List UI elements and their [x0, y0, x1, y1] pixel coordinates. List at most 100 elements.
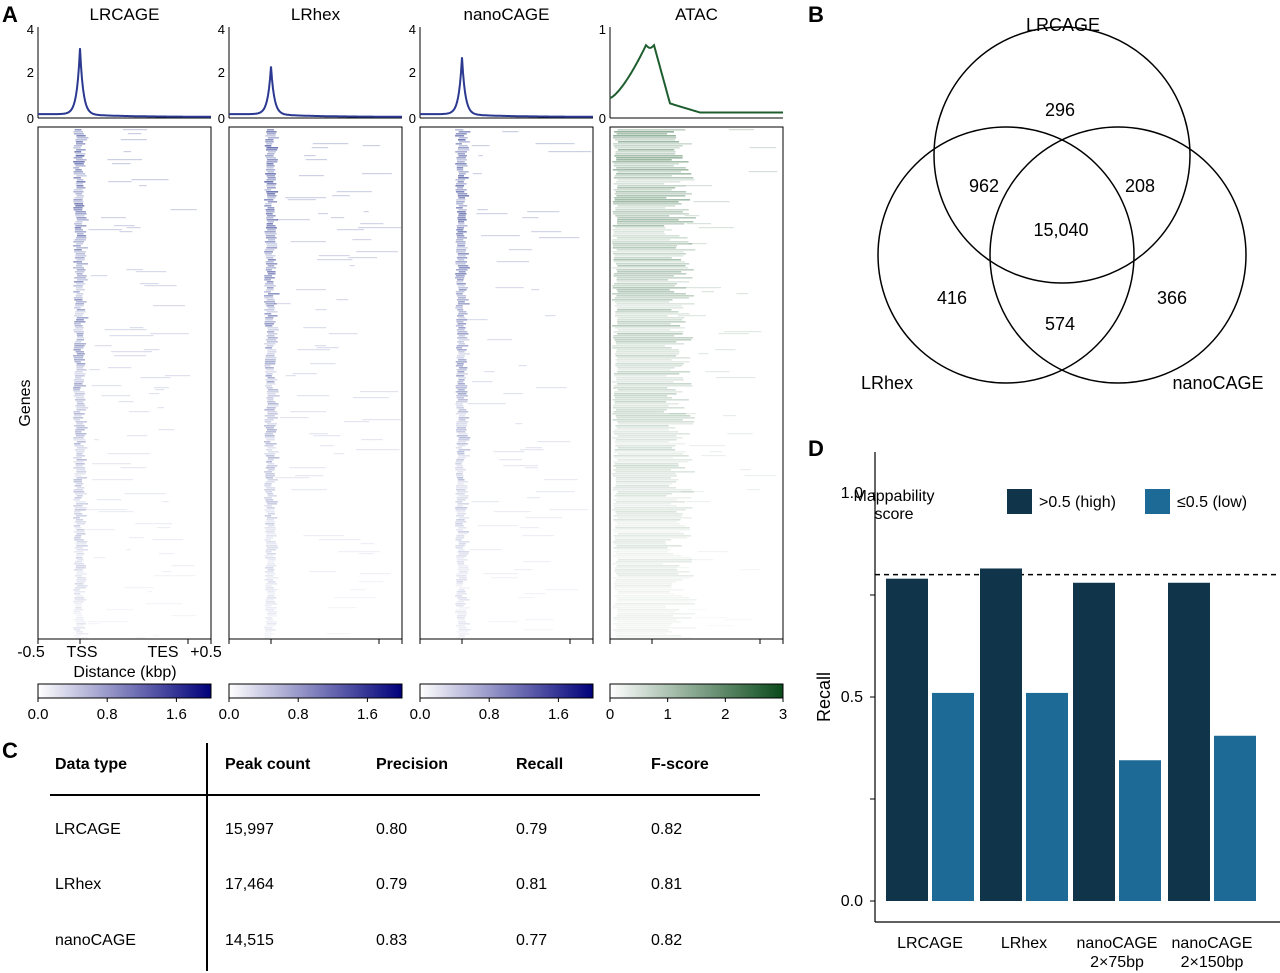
heatmap-streak: [455, 163, 467, 165]
heatmap-streak: [458, 415, 465, 417]
heatmap-streak: [614, 569, 678, 571]
heatmap-body: [264, 129, 401, 639]
heatmap-streak: [612, 247, 677, 249]
heatmap-streak: [74, 163, 84, 165]
heatmap-streak: [456, 165, 468, 167]
heatmap-streak: [612, 437, 683, 439]
heatmap-streak: [107, 159, 142, 161]
heatmap-streak: [73, 355, 84, 357]
heatmap-streak: [75, 253, 85, 255]
heatmap-streak: [264, 585, 273, 587]
heatmap-streak: [617, 179, 695, 181]
heatmap-streak: [266, 185, 276, 187]
heatmap-streak: [290, 411, 326, 413]
heatmap-streak: [617, 459, 693, 461]
heatmap-streak: [75, 213, 87, 215]
heatmap-streak: [458, 409, 467, 411]
heatmap-streak: [456, 401, 468, 403]
heatmap-streak: [456, 169, 464, 171]
heatmap-streak: [616, 593, 675, 595]
heatmap-streak: [616, 289, 670, 291]
heatmap-streak: [455, 135, 465, 137]
heatmap-streak: [75, 155, 85, 157]
heatmap-streak: [457, 175, 465, 177]
heatmap-streak: [613, 337, 694, 339]
heatmap-streak: [91, 385, 122, 387]
x-tick-label: nanoCAGE: [1077, 935, 1158, 952]
heatmap-streak: [456, 299, 469, 301]
heatmap-streak: [265, 135, 276, 137]
heatmap-streak: [266, 553, 277, 555]
heatmap-streak: [472, 381, 493, 383]
heatmap-streak: [74, 587, 87, 589]
heatmap-streak: [108, 181, 132, 183]
heatmap-streak: [76, 637, 88, 639]
heatmap-streak: [267, 395, 280, 397]
heatmap-streak: [76, 523, 86, 525]
heatmap-streak: [613, 145, 683, 147]
heatmap-streak: [614, 531, 680, 533]
heatmap-streak: [614, 595, 683, 597]
heatmap-streak: [73, 359, 86, 361]
heatmap-streak: [264, 181, 274, 183]
heatmap-streak: [457, 217, 466, 219]
heatmap-streak: [74, 527, 82, 529]
heatmap-streak: [458, 633, 470, 635]
bar: [980, 568, 1022, 901]
heatmap-streak: [455, 625, 466, 627]
heatmap-streak: [456, 443, 468, 445]
color-scale-label: 0.8: [479, 706, 500, 723]
heatmap-streak: [73, 627, 86, 629]
heatmap-streak: [267, 563, 275, 565]
table-cell: nanoCAGE: [55, 932, 136, 949]
heatmap-streak: [76, 243, 83, 245]
heatmap-streak: [359, 581, 384, 583]
heatmap-streak: [458, 327, 466, 329]
heatmap-streak: [697, 551, 728, 553]
heatmap-streak: [265, 255, 276, 257]
heatmap-streak: [75, 139, 87, 141]
heatmap-streak: [614, 537, 688, 539]
heatmap-streak: [76, 427, 88, 429]
heatmap-streak: [75, 465, 83, 467]
heatmap-streak: [457, 253, 469, 255]
heatmap-streak: [520, 527, 539, 529]
heatmap-streak: [456, 497, 469, 499]
heatmap-streak: [73, 329, 83, 331]
heatmap-streak: [265, 607, 278, 609]
heatmap-streak: [458, 377, 467, 379]
heatmap-streak: [613, 203, 682, 205]
heatmap-streak: [458, 289, 467, 291]
heatmap-streak: [458, 449, 471, 451]
heatmap-streak: [264, 433, 274, 435]
heatmap-streak: [265, 599, 274, 601]
heatmap-streak: [74, 583, 84, 585]
heatmap-streak: [362, 173, 392, 175]
heatmap-streak: [264, 635, 272, 637]
heatmap-streak: [457, 551, 470, 553]
heatmap-streak: [74, 513, 83, 515]
heatmap-streak: [75, 557, 83, 559]
heatmap-streak: [615, 153, 676, 155]
heatmap-streak: [266, 423, 278, 425]
heatmap-streak: [266, 223, 273, 225]
heatmap-streak: [617, 291, 675, 293]
heatmap-frame: [419, 126, 594, 640]
heatmap-streak: [73, 505, 83, 507]
heatmap-streak: [73, 461, 84, 463]
heatmap-streak: [265, 473, 275, 475]
heatmap-streak: [455, 501, 463, 503]
heatmap-streak: [75, 193, 83, 195]
legend-title-line1: Mappability: [854, 488, 935, 505]
heatmap-streak: [264, 301, 276, 303]
heatmap-streak: [264, 505, 272, 507]
heatmap-streak: [124, 587, 154, 589]
heatmap-streak: [458, 619, 465, 621]
heatmap-streak: [292, 373, 317, 375]
heatmap-streak: [456, 575, 467, 577]
heatmap-streak: [122, 129, 148, 131]
heatmap-streak: [265, 317, 274, 319]
heatmap-streak: [456, 229, 464, 231]
heatmap-streak: [267, 351, 277, 353]
heatmap-streak: [76, 237, 87, 239]
